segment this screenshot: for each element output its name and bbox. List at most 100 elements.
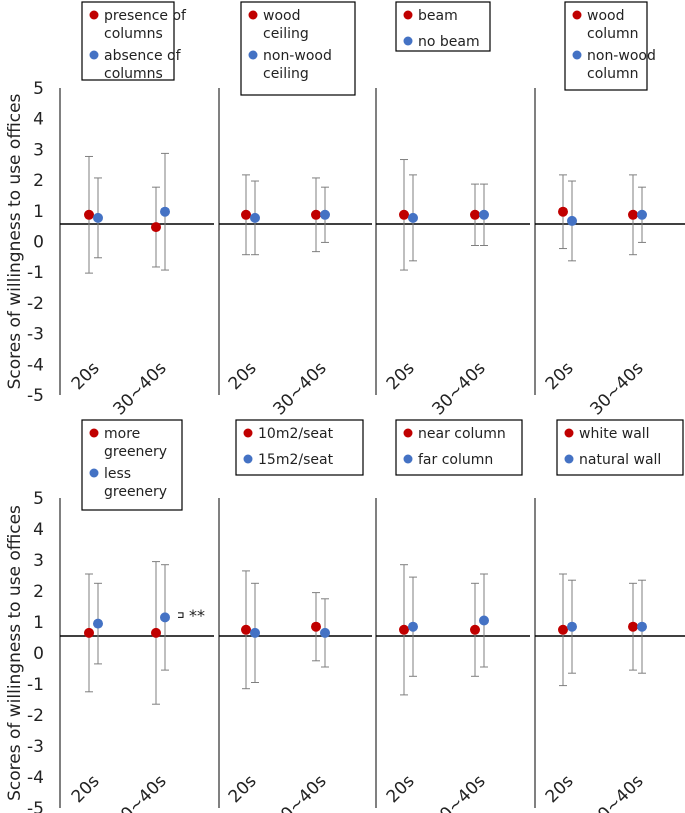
x-tick-label: 20s xyxy=(542,358,578,394)
y-tick-label: 3 xyxy=(33,140,44,160)
data-point xyxy=(311,621,321,632)
x-tick-label: 20s xyxy=(68,771,104,807)
y-tick-label: -1 xyxy=(27,675,44,695)
legend-marker xyxy=(403,36,413,46)
y-tick-label: -5 xyxy=(27,386,44,406)
legend-label: presence of columns xyxy=(104,8,187,42)
y-tick-label: -2 xyxy=(27,706,44,726)
data-point xyxy=(637,209,647,220)
data-point xyxy=(160,612,170,623)
y-tick-label: -3 xyxy=(27,737,44,757)
x-tick-label: 20s xyxy=(383,358,419,394)
y-tick-label: 2 xyxy=(33,582,44,602)
data-point xyxy=(93,618,103,629)
data-point xyxy=(479,209,489,220)
y-tick-label: -5 xyxy=(27,799,44,813)
legend-label: far column xyxy=(418,452,493,468)
legend-label: less greenery xyxy=(104,466,167,500)
legend-label: 15m2/seat xyxy=(258,452,334,468)
legend-box xyxy=(81,1,175,81)
x-tick-label: 20s xyxy=(225,771,261,807)
data-point xyxy=(567,215,577,226)
data-point xyxy=(470,209,480,220)
y-tick-label: -2 xyxy=(27,294,44,314)
legend-marker xyxy=(89,428,99,438)
legend-label: non-wood column xyxy=(587,48,656,82)
legend-marker xyxy=(403,454,413,464)
data-point xyxy=(470,624,480,635)
y-tick-label: -3 xyxy=(27,325,44,345)
significance-bracket xyxy=(178,612,184,618)
data-point xyxy=(84,209,94,220)
legend-label: more greenery xyxy=(104,426,167,460)
legend-label: 10m2/seat xyxy=(258,426,334,442)
x-tick-label: 30~40s xyxy=(428,358,489,419)
y-axis-label: Scores of willingness to use offices xyxy=(5,93,25,389)
x-tick-label: 30~40s xyxy=(109,771,170,813)
data-point xyxy=(93,212,103,223)
significance-label: ** xyxy=(189,606,205,625)
x-tick-label: 20s xyxy=(542,771,578,807)
y-tick-label: 1 xyxy=(33,613,44,633)
data-point xyxy=(320,627,330,638)
y-axis-label: Scores of willingness to use offices xyxy=(5,505,25,801)
legend-box xyxy=(240,1,356,96)
x-tick-label: 30~40s xyxy=(586,358,647,419)
y-tick-label: 5 xyxy=(33,79,44,99)
y-tick-label: -4 xyxy=(27,355,44,375)
legend-label: no beam xyxy=(418,34,480,50)
legend-label: wood column xyxy=(587,8,639,42)
legend-box xyxy=(235,419,364,476)
y-tick-label: 4 xyxy=(33,110,44,130)
data-point xyxy=(311,209,321,220)
data-point xyxy=(151,222,161,233)
data-point xyxy=(558,206,568,217)
y-tick-label: -4 xyxy=(27,768,44,788)
data-point xyxy=(637,621,647,632)
y-tick-label: 0 xyxy=(33,644,44,664)
legend-marker xyxy=(89,50,99,60)
x-tick-label: 20s xyxy=(225,358,261,394)
x-tick-label: 30~40s xyxy=(109,358,170,419)
data-point xyxy=(408,212,418,223)
legend-marker xyxy=(248,10,258,20)
legend-marker xyxy=(243,428,253,438)
legend-marker xyxy=(403,428,413,438)
y-tick-label: 1 xyxy=(33,202,44,222)
legend-label: beam xyxy=(418,8,458,24)
legend-label: absence of columns xyxy=(104,48,182,82)
legend-marker xyxy=(403,10,413,20)
y-tick-label: 5 xyxy=(33,489,44,509)
data-point xyxy=(628,209,638,220)
y-tick-label: 4 xyxy=(33,520,44,540)
legend-label: wood ceiling xyxy=(263,8,309,42)
legend-marker xyxy=(243,454,253,464)
x-tick-label: 20s xyxy=(68,358,104,394)
y-tick-label: -1 xyxy=(27,263,44,283)
y-tick-label: 0 xyxy=(33,233,44,253)
legend-box xyxy=(556,419,684,476)
data-point xyxy=(408,621,418,632)
data-point xyxy=(479,615,489,626)
x-tick-label: 30~40s xyxy=(269,771,330,813)
legend-box xyxy=(81,419,183,511)
data-point xyxy=(567,621,577,632)
data-point xyxy=(399,624,409,635)
data-point xyxy=(250,212,260,223)
legend-label: natural wall xyxy=(579,452,661,468)
legend-label: non-wood ceiling xyxy=(263,48,332,82)
x-tick-label: 30~40s xyxy=(586,771,647,813)
legend-marker xyxy=(572,50,582,60)
legend-marker xyxy=(89,10,99,20)
data-point xyxy=(84,627,94,638)
y-tick-label: 3 xyxy=(33,551,44,571)
legend-marker xyxy=(572,10,582,20)
legend-label: near column xyxy=(418,426,506,442)
data-point xyxy=(241,209,251,220)
data-point xyxy=(160,206,170,217)
x-tick-label: 30~40s xyxy=(269,358,330,419)
legend-marker xyxy=(248,50,258,60)
legend-label: white wall xyxy=(579,426,650,442)
data-point xyxy=(628,621,638,632)
